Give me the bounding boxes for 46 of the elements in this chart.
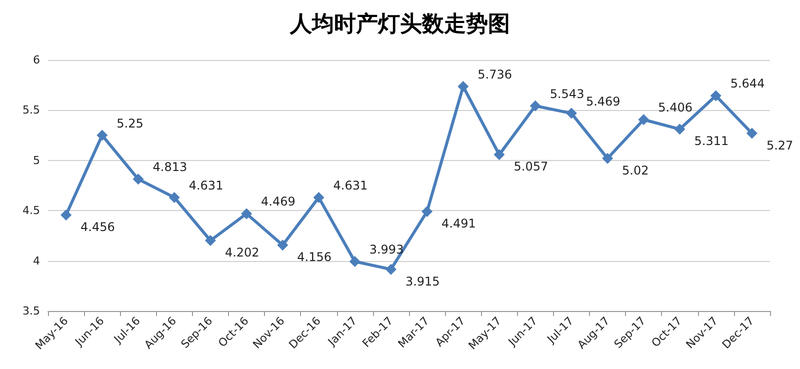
point	[96, 130, 108, 141]
point	[313, 192, 324, 203]
data-label: 4.631	[188, 178, 224, 192]
point	[422, 206, 433, 218]
y-tick-label: 6	[33, 54, 40, 66]
data-label: 5.02	[622, 163, 649, 178]
data-label: 5.644	[730, 76, 765, 91]
data-label: 4.469	[261, 194, 296, 209]
point	[241, 208, 252, 220]
data-label: 4.491	[442, 216, 476, 231]
y-tick-label: 3.5	[22, 304, 40, 318]
point	[638, 114, 650, 126]
point	[458, 81, 469, 92]
data-label: 5.469	[586, 94, 620, 108]
point	[349, 256, 360, 268]
point	[204, 235, 216, 246]
point	[277, 240, 288, 251]
y-tick-label: 4.5	[22, 204, 40, 218]
y-tick-label: 5	[33, 154, 40, 167]
point	[132, 174, 144, 185]
data-label: 4.813	[152, 160, 188, 174]
data-label: 5.406	[658, 100, 693, 115]
point	[60, 210, 72, 221]
point	[746, 128, 758, 139]
data-label: 4.202	[224, 246, 260, 260]
data-label: 3.915	[405, 274, 440, 288]
point	[710, 90, 722, 102]
point	[566, 108, 577, 119]
data-label: 4.156	[297, 250, 332, 264]
data-label: 5.057	[514, 160, 548, 174]
data-label: 5.736	[478, 68, 512, 82]
data-label: 5.543	[550, 86, 584, 101]
data-label: 5.311	[694, 134, 729, 148]
point	[494, 149, 505, 160]
point	[602, 152, 614, 164]
point	[168, 192, 180, 203]
point	[674, 124, 686, 135]
data-label: 4.456	[80, 220, 115, 234]
y-tick-label: 5.5	[22, 104, 40, 117]
point	[385, 264, 396, 275]
data-label: 4.631	[333, 178, 368, 192]
chart-title: 人均时产灯头数走势图	[289, 11, 510, 37]
data-label: 5.25	[116, 116, 144, 130]
data-label: 5.27	[766, 138, 794, 152]
point	[530, 100, 541, 112]
y-tick-label: 4	[33, 254, 40, 268]
